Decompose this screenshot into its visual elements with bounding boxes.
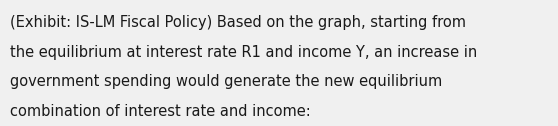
Text: government spending would generate the new equilibrium: government spending would generate the n… <box>10 74 442 89</box>
Text: the equilibrium at interest rate R1 and income Y, an increase in: the equilibrium at interest rate R1 and … <box>10 45 477 60</box>
Text: combination of interest rate and income:: combination of interest rate and income: <box>10 104 311 119</box>
Text: (Exhibit: IS-LM Fiscal Policy) Based on the graph, starting from: (Exhibit: IS-LM Fiscal Policy) Based on … <box>10 15 466 30</box>
